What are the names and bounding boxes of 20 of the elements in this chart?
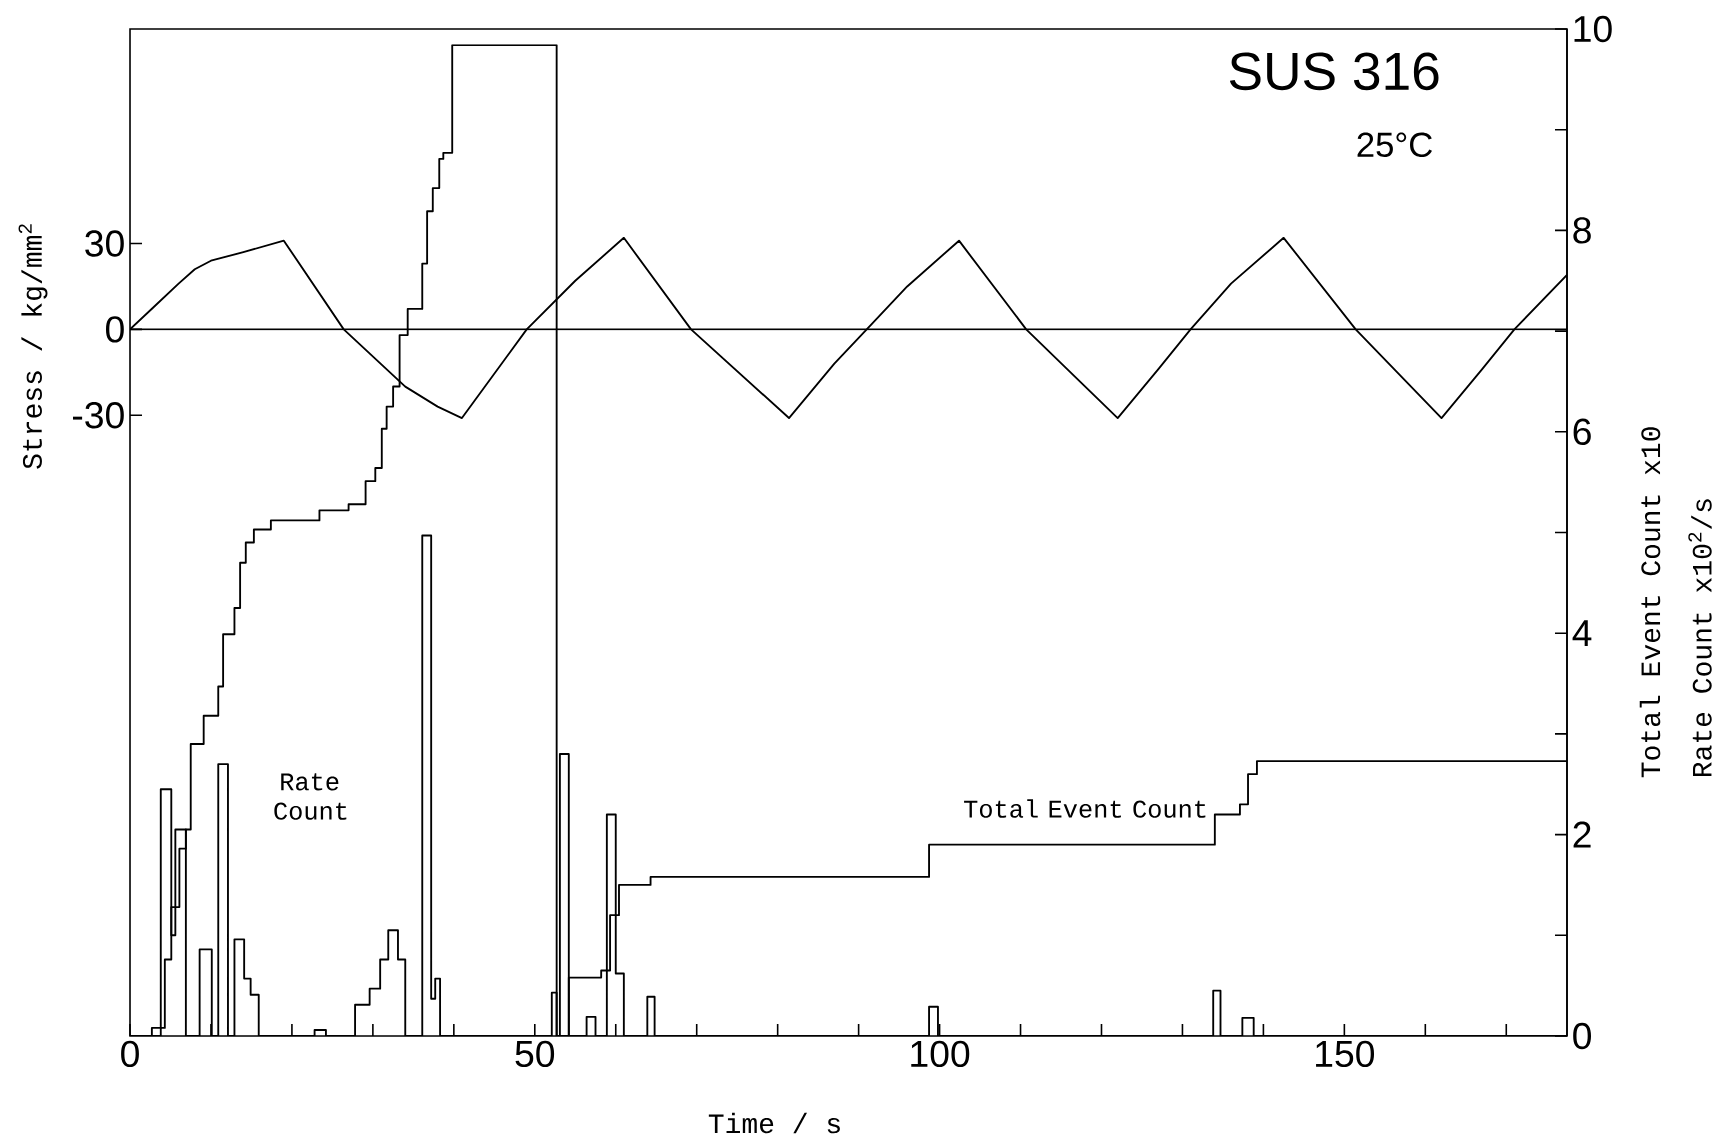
y2-tick-label: 6 [1573, 418, 1591, 445]
x-axis-title: Time / s [708, 1112, 840, 1134]
text: Rate Count x10$^{2}$/s [1688, 499, 1712, 777]
y2-tick-label: 10 [1574, 15, 1612, 43]
y2-tick-label: 4 [1572, 620, 1592, 647]
y2-tick-label: 0 [1573, 1022, 1592, 1050]
x-tick-label: 150 [1316, 1040, 1375, 1068]
chart-title: SUS 316 [1229, 52, 1439, 91]
y2-tick-label: 8 [1573, 217, 1591, 244]
x-tick-label: 100 [911, 1040, 970, 1068]
y2-axis-title: Total Event Count x10 [1639, 427, 1661, 778]
y2-tick-label: 2 [1573, 821, 1591, 848]
series-label: Rate Count [274, 773, 347, 820]
y-axis-title: Stress / kg/mm$^{2}$ [18, 224, 48, 469]
y-tick-label: -30 [72, 401, 124, 429]
text: 25°C [1357, 132, 1432, 158]
y-tick-label: 30 [85, 230, 124, 257]
x-tick-label: 50 [515, 1040, 555, 1068]
y-tick-label: 0 [106, 316, 124, 343]
series-label: Total Event Count [964, 799, 1206, 818]
